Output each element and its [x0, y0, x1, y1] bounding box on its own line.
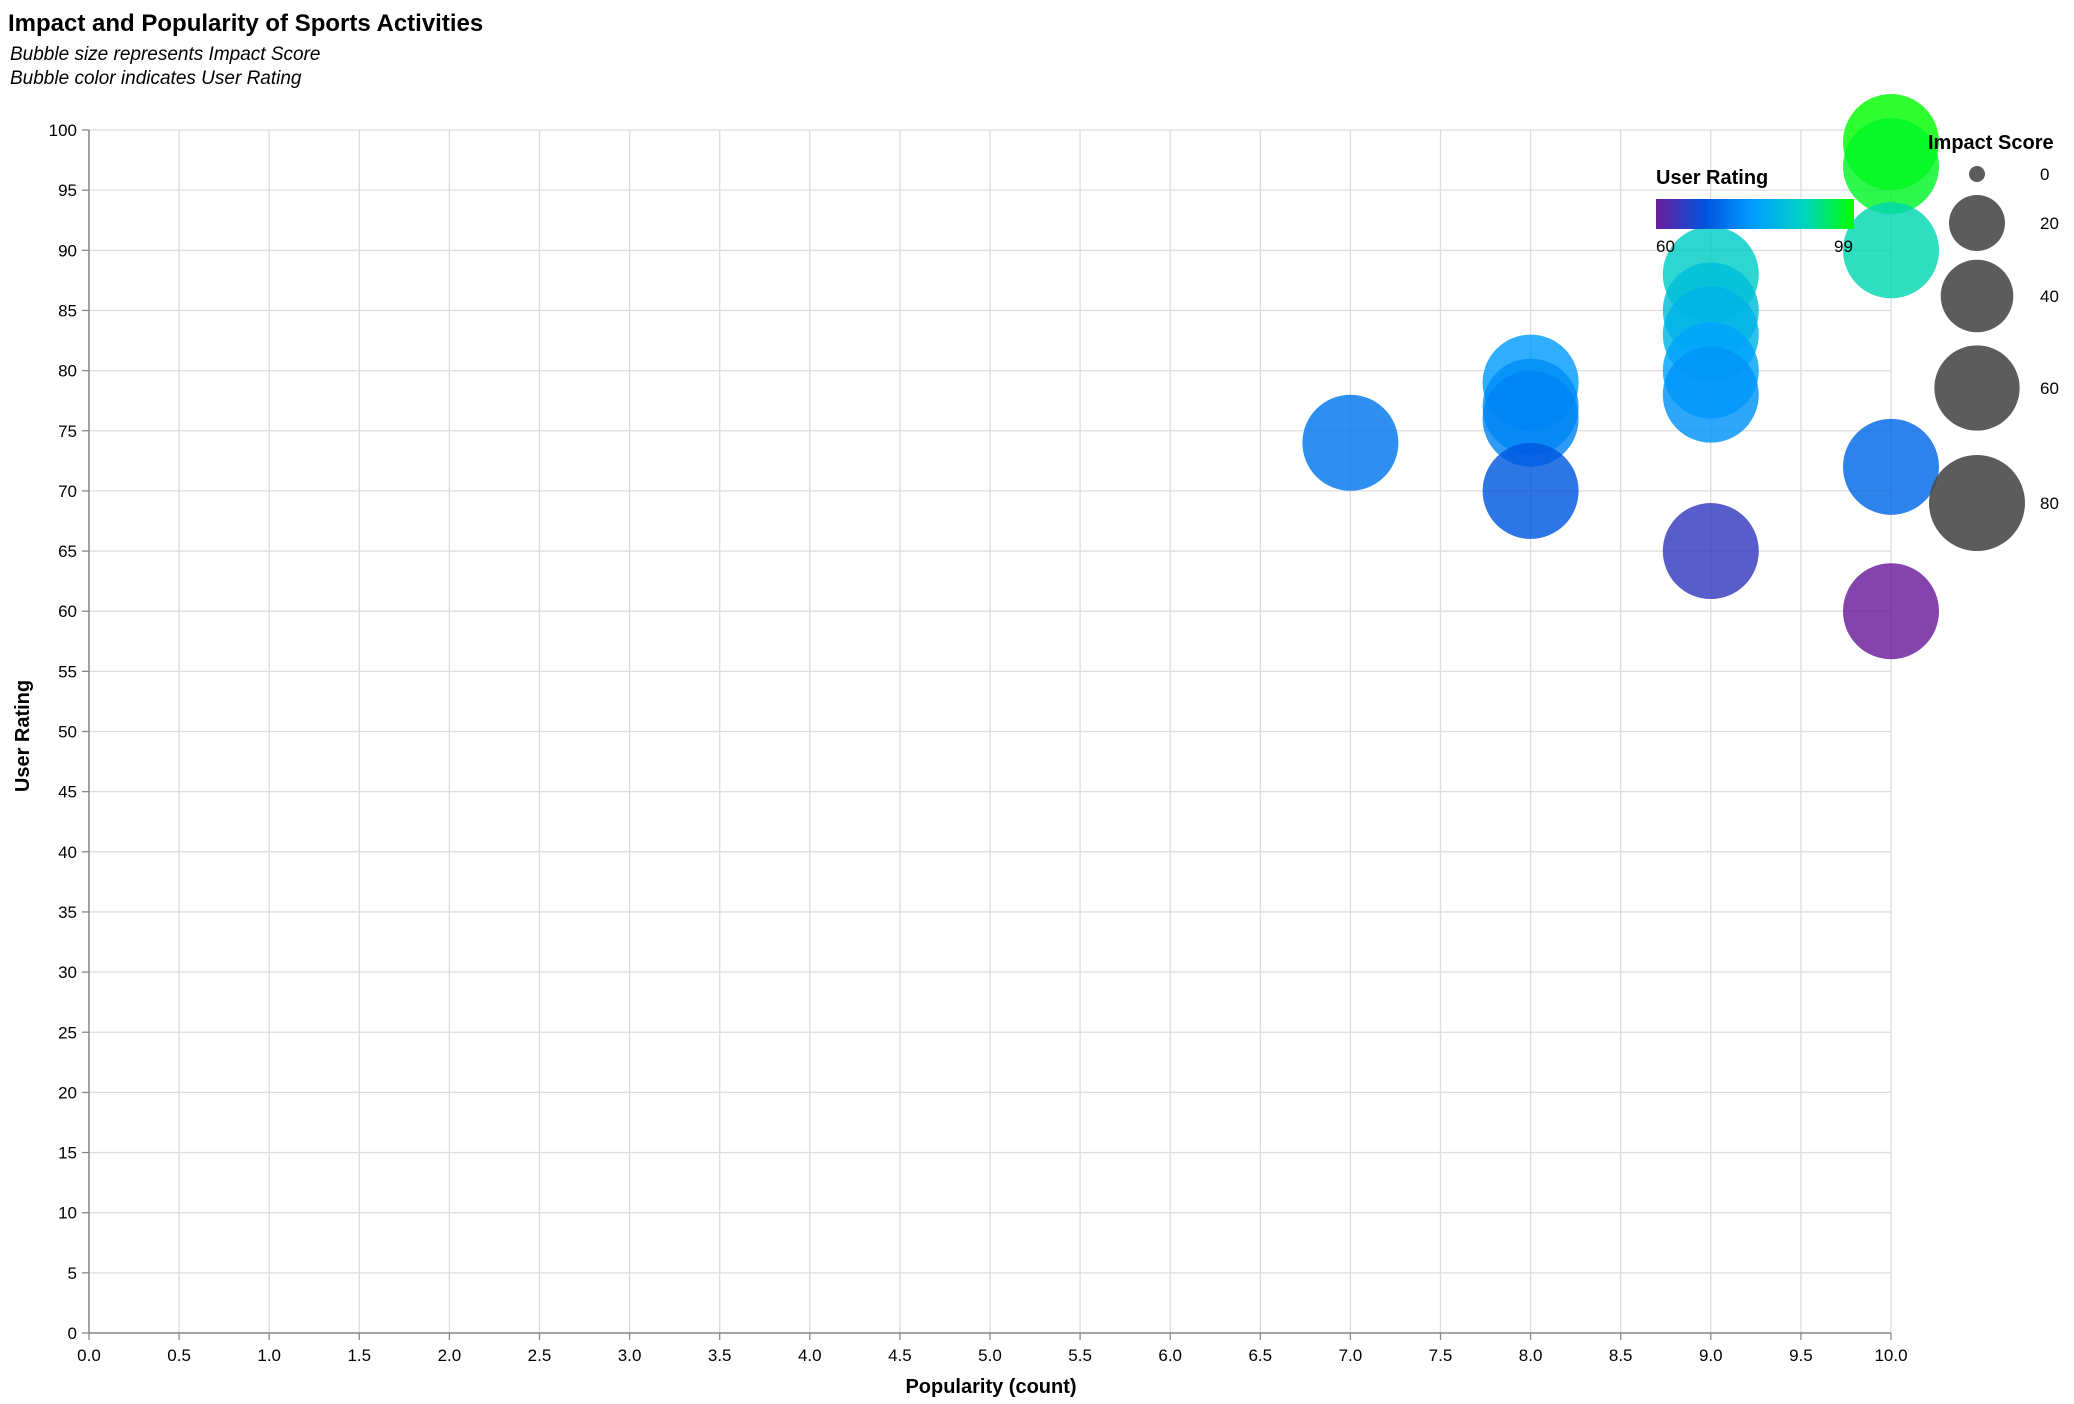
bubble-point[interactable]	[1302, 394, 1399, 491]
y-tick-label: 45	[58, 783, 77, 802]
x-tick-label: 3.0	[618, 1346, 642, 1365]
x-axis-title: Popularity (count)	[905, 1376, 1076, 1398]
bubble-point[interactable]	[1482, 442, 1579, 539]
bubble-point[interactable]	[1843, 202, 1939, 299]
chart-title: Impact and Popularity of Sports Activiti…	[8, 10, 483, 37]
y-axis-title: User Rating	[12, 680, 34, 792]
size-legend-symbol	[1949, 195, 2005, 251]
size-legend-symbol	[1929, 455, 2025, 551]
y-tick-label: 0	[68, 1324, 77, 1343]
x-tick-label: 4.5	[888, 1346, 912, 1365]
y-tick-label: 70	[58, 482, 77, 501]
x-tick-label: 1.5	[347, 1346, 371, 1365]
x-tick-label: 9.0	[1699, 1346, 1723, 1365]
y-tick-label: 40	[58, 843, 77, 862]
x-tick-label: 5.0	[978, 1346, 1002, 1365]
y-tick-label: 85	[58, 301, 77, 320]
y-tick-label: 20	[58, 1083, 77, 1102]
size-legend-label: 0	[2040, 165, 2049, 184]
x-tick-label: 7.0	[1339, 1346, 1363, 1365]
y-tick-label: 65	[58, 542, 77, 561]
x-tick-label: 2.0	[438, 1346, 462, 1365]
y-tick-label: 75	[58, 422, 77, 441]
y-tick-label: 10	[58, 1204, 77, 1223]
y-tick-label: 80	[58, 362, 77, 381]
y-tick-label: 90	[58, 241, 77, 260]
x-tick-label: 7.5	[1429, 1346, 1453, 1365]
x-tick-label: 5.5	[1068, 1346, 1092, 1365]
x-tick-label: 4.0	[798, 1346, 822, 1365]
color-legend-gradient-bar	[1656, 199, 1854, 229]
y-tick-label: 95	[58, 181, 77, 200]
size-legend-label: 80	[2040, 494, 2059, 513]
bubble-point[interactable]	[1843, 118, 1939, 215]
y-tick-label: 30	[58, 963, 77, 982]
bubble-point[interactable]	[1662, 346, 1759, 443]
y-tick-label: 25	[58, 1023, 77, 1042]
size-legend: Impact Score 0 20 40 60 80	[1928, 132, 2059, 551]
bubbles	[1302, 94, 1939, 660]
color-legend-title: User Rating	[1656, 167, 1768, 189]
size-legend-symbol	[1934, 345, 2020, 431]
size-legend-symbol	[1969, 166, 1985, 182]
size-legend-label: 40	[2040, 287, 2059, 306]
bubble-point[interactable]	[1843, 418, 1939, 515]
size-legend-title: Impact Score	[1928, 132, 2054, 154]
y-tick-label: 35	[58, 903, 77, 922]
y-tick-label: 15	[58, 1144, 77, 1163]
bubble-point[interactable]	[1843, 563, 1939, 660]
grid-lines	[88, 129, 1892, 1334]
x-tick-label: 0.5	[167, 1346, 191, 1365]
x-tick-label: 8.5	[1609, 1346, 1633, 1365]
size-legend-label: 20	[2040, 214, 2059, 233]
bubble-point[interactable]	[1482, 370, 1579, 467]
size-legend-items: 0 20 40 60 80	[1929, 165, 2059, 551]
y-tick-label: 100	[49, 121, 77, 140]
chart-subtitle-line-2: Bubble color indicates User Rating	[10, 68, 302, 89]
color-legend-max-label: 99	[1834, 237, 1853, 256]
y-tick-label: 5	[68, 1264, 77, 1283]
color-legend-min-label: 60	[1656, 237, 1675, 256]
size-legend-label: 60	[2040, 379, 2059, 398]
x-tick-label: 2.5	[528, 1346, 552, 1365]
y-tick-label: 50	[58, 723, 77, 742]
axes: 0.0 0.5 1.0 1.5 2.0 2.5 3.0 3.5 4.0 4.5 5.0 5.5 6.0 6…	[49, 121, 1908, 1365]
size-legend-symbol	[1940, 259, 2014, 333]
x-tick-label: 10.0	[1874, 1346, 1907, 1365]
x-tick-label: 8.0	[1519, 1346, 1543, 1365]
y-tick-label: 55	[58, 662, 77, 681]
chart-subtitle-line-1: Bubble size represents Impact Score	[10, 44, 321, 65]
x-tick-label: 3.5	[708, 1346, 732, 1365]
bubble-point[interactable]	[1662, 503, 1759, 600]
color-legend: User Rating 60 99	[1656, 167, 1854, 256]
x-tick-label: 6.5	[1248, 1346, 1272, 1365]
x-tick-label: 1.0	[257, 1346, 281, 1365]
x-tick-label: 0.0	[77, 1346, 101, 1365]
y-tick-label: 60	[58, 602, 77, 621]
x-tick-label: 9.5	[1789, 1346, 1813, 1365]
x-tick-label: 6.0	[1158, 1346, 1182, 1365]
